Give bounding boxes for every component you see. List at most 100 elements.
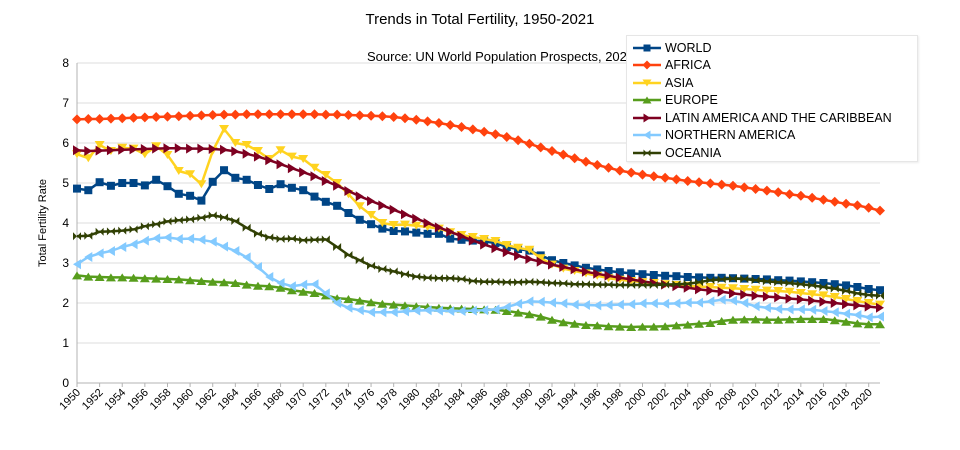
data-point xyxy=(853,283,862,291)
data-point xyxy=(683,297,692,308)
data-point xyxy=(174,216,183,225)
data-point xyxy=(580,156,591,167)
data-point xyxy=(241,280,252,289)
data-point xyxy=(842,287,851,295)
data-point xyxy=(367,261,376,270)
x-tick-label: 1990 xyxy=(510,387,536,413)
x-tick-label: 1986 xyxy=(464,387,490,413)
data-point xyxy=(864,291,873,299)
data-point xyxy=(400,227,409,236)
data-point xyxy=(343,110,354,120)
data-point xyxy=(185,110,196,121)
data-point xyxy=(230,109,241,120)
legend-label: WORLD xyxy=(665,40,712,55)
legend-label: LATIN AMERICA AND THE CARIBBEAN xyxy=(665,110,892,125)
legend-item: LATIN AMERICA AND THE CARIBBEAN xyxy=(627,109,892,126)
data-point xyxy=(366,298,377,307)
data-point xyxy=(762,277,771,286)
data-point xyxy=(287,163,296,174)
legend-marker-icon xyxy=(643,130,651,140)
data-point xyxy=(355,305,364,316)
data-point xyxy=(275,146,286,155)
data-point xyxy=(558,149,569,160)
data-point xyxy=(524,245,535,254)
x-tick-label: 1962 xyxy=(193,387,219,413)
data-point xyxy=(695,273,704,282)
data-point xyxy=(773,187,784,198)
data-point xyxy=(479,235,490,243)
x-tick-label: 1994 xyxy=(555,387,581,413)
x-tick-label: 1974 xyxy=(329,387,355,413)
data-point xyxy=(751,301,760,312)
data-point xyxy=(105,113,116,124)
data-point xyxy=(162,275,173,283)
data-point xyxy=(852,297,863,305)
data-point xyxy=(299,236,308,245)
y-tick-label: 3 xyxy=(62,256,69,270)
data-point xyxy=(446,274,455,283)
data-point xyxy=(151,274,162,283)
data-point xyxy=(875,320,885,329)
data-point xyxy=(808,281,817,290)
data-point xyxy=(118,226,127,235)
data-point xyxy=(286,152,297,161)
data-point xyxy=(423,229,432,238)
data-point xyxy=(106,246,115,256)
data-point xyxy=(535,254,546,263)
data-point xyxy=(682,320,693,329)
data-point xyxy=(580,321,591,329)
data-point xyxy=(864,285,873,293)
data-point xyxy=(265,272,274,282)
x-tick-label: 1970 xyxy=(284,387,310,413)
data-point xyxy=(207,277,218,286)
data-point xyxy=(773,315,784,324)
data-point xyxy=(829,316,840,325)
data-point xyxy=(774,292,783,303)
data-point xyxy=(343,295,354,303)
data-point xyxy=(197,143,206,154)
data-point xyxy=(84,186,93,195)
x-tick-label: 2000 xyxy=(623,387,649,413)
legend: WORLD AFRICA ASIA EUROPE LATIN AMERICA AND T… xyxy=(626,35,918,162)
x-tick-label: 1980 xyxy=(397,387,423,413)
data-point xyxy=(423,218,432,228)
data-point xyxy=(140,222,149,231)
data-point xyxy=(208,211,217,220)
data-point xyxy=(83,114,94,124)
data-point xyxy=(367,307,376,318)
data-point xyxy=(762,291,771,302)
data-point xyxy=(388,221,399,229)
legend-marker-icon xyxy=(642,60,652,70)
data-point xyxy=(795,315,806,323)
data-point xyxy=(241,109,252,120)
data-point xyxy=(535,312,546,321)
data-point xyxy=(264,282,275,291)
x-tick-label: 1966 xyxy=(238,387,264,413)
data-point xyxy=(163,217,172,226)
data-point xyxy=(705,319,716,327)
data-point xyxy=(242,148,251,159)
data-point xyxy=(173,167,184,175)
data-point xyxy=(842,299,851,310)
data-point xyxy=(152,143,161,154)
data-point xyxy=(842,281,851,290)
x-tick-label: 1954 xyxy=(103,387,129,413)
data-point xyxy=(728,274,737,283)
data-point xyxy=(705,178,716,189)
data-point xyxy=(196,277,207,285)
legend-swatch-icon xyxy=(633,79,661,86)
data-point xyxy=(751,276,760,285)
series-latin-america-and-the-caribbean xyxy=(73,143,884,313)
legend-marker-icon xyxy=(642,96,652,104)
data-point xyxy=(501,132,512,142)
legend-item: ASIA xyxy=(627,74,694,91)
y-tick-label: 8 xyxy=(62,56,69,70)
data-point xyxy=(853,310,862,320)
data-point xyxy=(706,276,715,285)
data-point xyxy=(603,162,614,173)
data-point xyxy=(275,283,286,292)
legend-swatch-icon xyxy=(633,130,661,140)
data-point xyxy=(548,297,557,308)
data-point xyxy=(367,196,376,206)
series-world xyxy=(73,166,884,295)
